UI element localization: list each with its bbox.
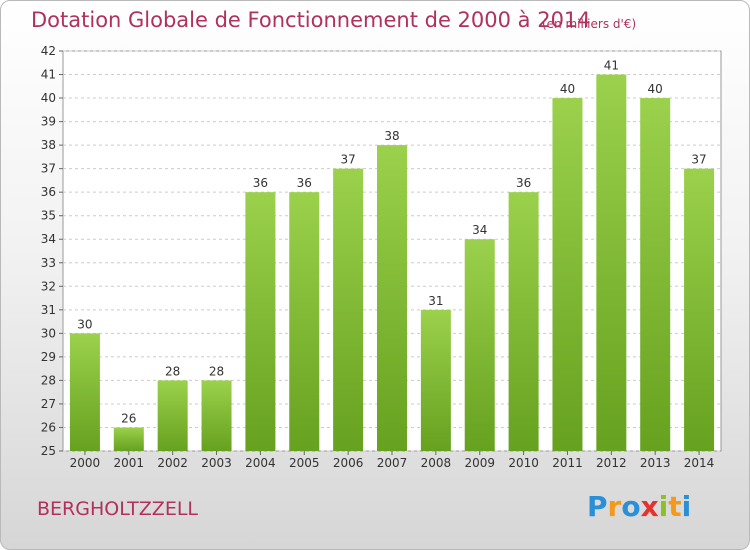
- bar: [508, 192, 539, 452]
- x-tick-label: 2014: [684, 456, 715, 470]
- x-tick-label: 2004: [245, 456, 276, 470]
- commune-name: BERGHOLTZZELL: [37, 498, 198, 520]
- y-tick-label: 29: [41, 350, 56, 364]
- bar: [245, 192, 276, 452]
- y-tick-label: 35: [41, 209, 56, 223]
- proxiti-logo: Proxiti: [587, 490, 691, 523]
- x-tick-label: 2005: [289, 456, 320, 470]
- bar-value-label: 41: [604, 59, 619, 73]
- bar-value-label: 37: [691, 153, 706, 167]
- y-tick-label: 38: [41, 138, 56, 152]
- x-tick-label: 2001: [114, 456, 145, 470]
- y-tick-label: 36: [41, 185, 56, 199]
- bar-value-label: 31: [428, 294, 443, 308]
- x-tick-label: 2006: [333, 456, 364, 470]
- bar: [201, 380, 232, 451]
- y-tick-label: 42: [41, 44, 56, 58]
- y-tick-label: 33: [41, 256, 56, 270]
- logo-letter: t: [668, 490, 682, 523]
- x-tick-label: 2011: [552, 456, 583, 470]
- bar-value-label: 36: [516, 176, 531, 190]
- y-tick-label: 26: [41, 420, 56, 434]
- bar: [157, 380, 188, 451]
- x-tick-label: 2007: [377, 456, 408, 470]
- bar-value-label: 36: [253, 176, 268, 190]
- bar: [552, 98, 583, 451]
- bar-value-label: 37: [340, 153, 355, 167]
- y-tick-label: 32: [41, 279, 56, 293]
- y-tick-label: 37: [41, 162, 56, 176]
- bar: [596, 74, 627, 451]
- bar-value-label: 34: [472, 223, 487, 237]
- bar: [684, 168, 715, 451]
- y-tick-label: 34: [41, 232, 56, 246]
- x-tick-label: 2009: [464, 456, 495, 470]
- bar: [69, 333, 100, 451]
- x-tick-label: 2003: [201, 456, 232, 470]
- bar-value-label: 36: [297, 176, 312, 190]
- y-tick-label: 28: [41, 373, 56, 387]
- bar: [377, 145, 407, 451]
- x-tick-label: 2002: [157, 456, 188, 470]
- y-tick-label: 27: [41, 397, 56, 411]
- bar-value-label: 38: [384, 129, 399, 143]
- bar-value-label: 30: [77, 317, 92, 331]
- bar-value-label: 40: [648, 82, 663, 96]
- chart-subtitle: (en milliers d'€): [542, 17, 637, 31]
- x-tick-label: 2000: [70, 456, 101, 470]
- bar: [640, 98, 671, 451]
- bar-value-label: 26: [121, 411, 136, 425]
- y-tick-label: 41: [41, 68, 56, 82]
- x-tick-label: 2013: [640, 456, 671, 470]
- bar: [464, 239, 495, 451]
- chart-title: Dotation Globale de Fonctionnement de 20…: [31, 8, 591, 32]
- y-tick-label: 30: [41, 326, 56, 340]
- x-tick-label: 2008: [421, 456, 452, 470]
- logo-letter: i: [658, 490, 669, 523]
- y-tick-label: 31: [41, 303, 56, 317]
- bar-value-label: 40: [560, 82, 575, 96]
- logo-letter: x: [640, 490, 659, 523]
- x-tick-label: 2010: [508, 456, 539, 470]
- bar-value-label: 28: [165, 364, 180, 378]
- bar: [289, 192, 320, 452]
- x-tick-label: 2012: [596, 456, 627, 470]
- bar: [333, 168, 364, 451]
- y-tick-label: 40: [41, 91, 56, 105]
- logo-letter: r: [607, 490, 622, 523]
- y-tick-label: 39: [41, 115, 56, 129]
- bar: [113, 427, 144, 451]
- bar-value-label: 28: [209, 364, 224, 378]
- bar: [420, 309, 451, 451]
- logo-letter: i: [681, 490, 692, 523]
- logo-letter: o: [621, 490, 641, 523]
- logo-letter: P: [587, 490, 608, 523]
- y-tick-label: 25: [41, 444, 56, 458]
